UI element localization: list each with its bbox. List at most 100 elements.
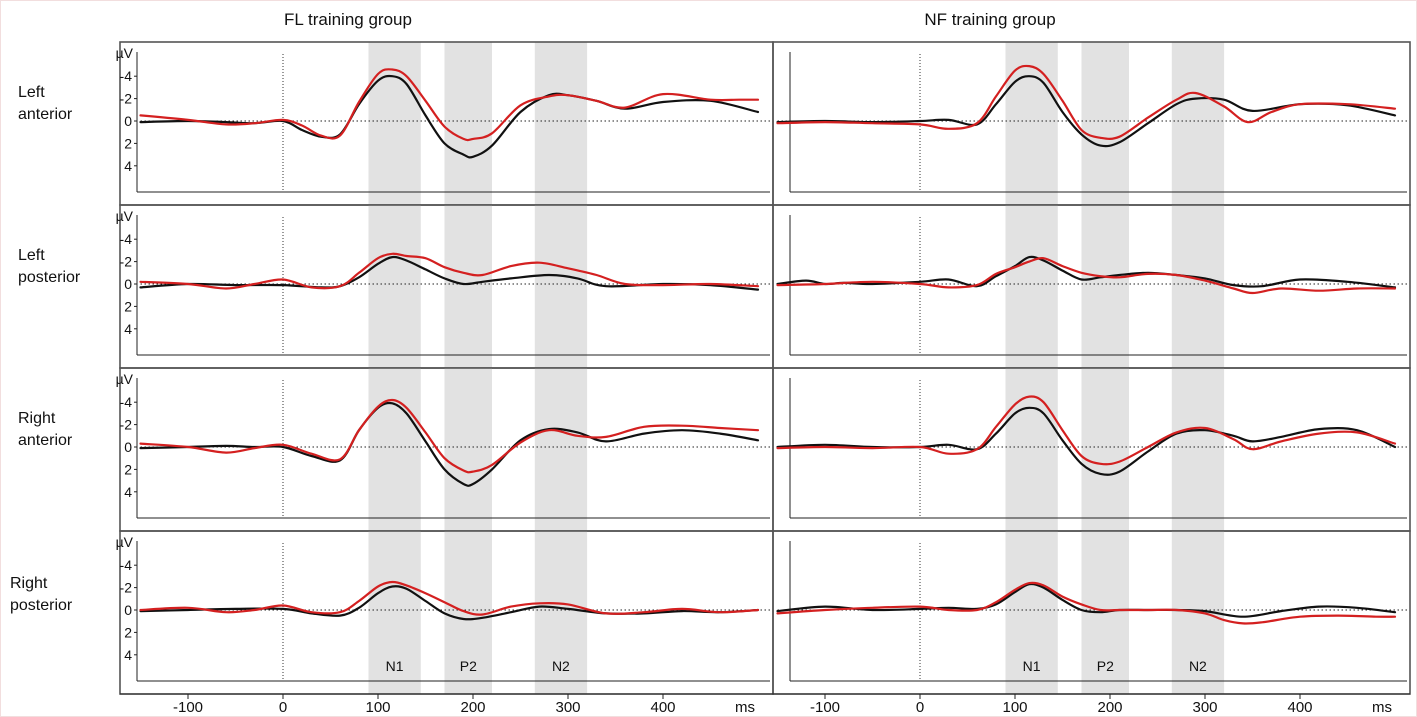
row-label-right-posterior-line1: Right bbox=[10, 575, 48, 592]
red-trace bbox=[776, 395, 1397, 466]
panel-fl-right-anterior: µV -4 -2 0 2 4 bbox=[116, 367, 774, 532]
y-tick-label: 0 bbox=[124, 602, 132, 618]
window-band-n2 bbox=[534, 42, 588, 205]
y-tick-label: -4 bbox=[120, 557, 133, 573]
x-tick-label: 0 bbox=[279, 699, 287, 716]
x-tick-label: 100 bbox=[365, 699, 390, 716]
component-label-n1: N1 bbox=[1023, 658, 1041, 674]
window-band-n1 bbox=[368, 368, 421, 531]
y-tick-label: -4 bbox=[120, 394, 133, 410]
window-band-n1 bbox=[368, 205, 421, 368]
red-trace bbox=[776, 256, 1397, 295]
y-tick-label: -2 bbox=[120, 580, 133, 596]
x-unit-label: ms bbox=[1372, 699, 1392, 716]
y-unit-label: µV bbox=[116, 45, 134, 61]
y-tick-label: -2 bbox=[120, 91, 133, 107]
window-band-p2 bbox=[1081, 368, 1129, 531]
row-label-right-anterior-line2: anterior bbox=[18, 432, 73, 449]
x-tick-label: 100 bbox=[1002, 699, 1027, 716]
x-tick-label: 300 bbox=[1192, 699, 1217, 716]
window-band-n1 bbox=[1005, 531, 1058, 694]
black-trace bbox=[139, 255, 760, 291]
window-band-p2 bbox=[444, 42, 492, 205]
row-label-left-anterior: Left anterior bbox=[18, 84, 73, 123]
y-tick-label: -4 bbox=[120, 231, 133, 247]
panel-nf-left-posterior bbox=[772, 204, 1411, 369]
x-tick-label: 200 bbox=[460, 699, 485, 716]
panel-nf-right-posterior: N1 P2 N2 bbox=[772, 530, 1411, 695]
window-band-p2 bbox=[444, 205, 492, 368]
window-band-n1 bbox=[1005, 42, 1058, 205]
red-trace bbox=[139, 580, 760, 616]
window-band-n2 bbox=[534, 205, 588, 368]
window-band-n1 bbox=[1005, 205, 1058, 368]
x-tick-label: -100 bbox=[810, 699, 840, 716]
component-label-n2: N2 bbox=[1189, 658, 1207, 674]
black-trace bbox=[776, 75, 1397, 148]
window-band-n2 bbox=[1171, 42, 1225, 205]
row-label-left-anterior-line2: anterior bbox=[18, 106, 73, 123]
x-tick-label: 200 bbox=[1097, 699, 1122, 716]
y-tick-label: 0 bbox=[124, 113, 132, 129]
y-tick-label: 2 bbox=[124, 298, 132, 314]
y-tick-label: -2 bbox=[120, 417, 133, 433]
window-band-n2 bbox=[534, 531, 588, 694]
window-band-p2 bbox=[444, 368, 492, 531]
row-label-right-anterior: Right anterior bbox=[18, 410, 73, 449]
red-trace bbox=[139, 252, 760, 290]
component-label-p2: P2 bbox=[1097, 658, 1114, 674]
black-trace bbox=[776, 406, 1397, 476]
window-band-n1 bbox=[1005, 368, 1058, 531]
row-label-left-posterior: Left posterior bbox=[18, 247, 81, 286]
row-label-right-posterior-line2: posterior bbox=[10, 597, 73, 614]
x-tick-label: 400 bbox=[1287, 699, 1312, 716]
panel-nf-left-anterior bbox=[772, 41, 1411, 206]
y-unit-label: µV bbox=[116, 208, 134, 224]
component-label-n1: N1 bbox=[386, 658, 404, 674]
row-label-left-posterior-line1: Left bbox=[18, 247, 45, 264]
row-label-right-anterior-line1: Right bbox=[18, 410, 56, 427]
y-tick-label: -4 bbox=[120, 68, 133, 84]
y-tick-label: 2 bbox=[124, 135, 132, 151]
y-tick-label: 2 bbox=[124, 624, 132, 640]
y-tick-label: 2 bbox=[124, 461, 132, 477]
window-band-n1 bbox=[368, 42, 421, 205]
window-band-n2 bbox=[534, 368, 588, 531]
panel-fl-left-anterior: µV -4 -2 0 2 4 bbox=[116, 41, 774, 206]
red-trace bbox=[776, 581, 1397, 625]
window-band-p2 bbox=[1081, 42, 1129, 205]
y-unit-label: µV bbox=[116, 371, 134, 387]
black-trace bbox=[776, 255, 1397, 289]
window-band-n2 bbox=[1171, 205, 1225, 368]
red-trace bbox=[139, 68, 760, 142]
y-tick-label: 4 bbox=[124, 647, 132, 663]
x-unit-label: ms bbox=[735, 699, 755, 716]
x-axis: -100 0 100 200 300 400 ms -100 0 100 200 300 400 ms bbox=[120, 693, 1410, 716]
y-unit-label: µV bbox=[116, 534, 134, 550]
y-tick-label: 4 bbox=[124, 321, 132, 337]
panel-nf-right-anterior bbox=[772, 367, 1411, 532]
y-tick-label: 0 bbox=[124, 276, 132, 292]
black-trace bbox=[139, 401, 760, 487]
y-tick-label: 4 bbox=[124, 484, 132, 500]
nf-group-title: NF training group bbox=[924, 10, 1055, 29]
erp-panels: µV -4 -2 0 2 4 µV -4 -2 0 2 4 µV -4 -2 0 2 4 µV -4 -2 0 2 4 N1 P2… bbox=[116, 41, 1411, 695]
row-label-left-anterior-line1: Left bbox=[18, 84, 45, 101]
x-tick-label: 400 bbox=[650, 699, 675, 716]
component-label-p2: P2 bbox=[460, 658, 477, 674]
y-tick-label: 4 bbox=[124, 158, 132, 174]
window-band-p2 bbox=[1081, 205, 1129, 368]
row-label-left-posterior-line2: posterior bbox=[18, 269, 81, 286]
window-band-n1 bbox=[368, 531, 421, 694]
red-trace bbox=[139, 398, 760, 474]
red-trace bbox=[776, 64, 1397, 140]
fl-group-title: FL training group bbox=[284, 10, 412, 29]
x-tick-label: 300 bbox=[555, 699, 580, 716]
x-tick-label: -100 bbox=[173, 699, 203, 716]
component-label-n2: N2 bbox=[552, 658, 570, 674]
y-tick-label: 0 bbox=[124, 439, 132, 455]
x-tick-label: 0 bbox=[916, 699, 924, 716]
panel-fl-left-posterior: µV -4 -2 0 2 4 bbox=[116, 204, 774, 369]
panel-fl-right-posterior: µV -4 -2 0 2 4 N1 P2 N2 bbox=[116, 530, 774, 695]
